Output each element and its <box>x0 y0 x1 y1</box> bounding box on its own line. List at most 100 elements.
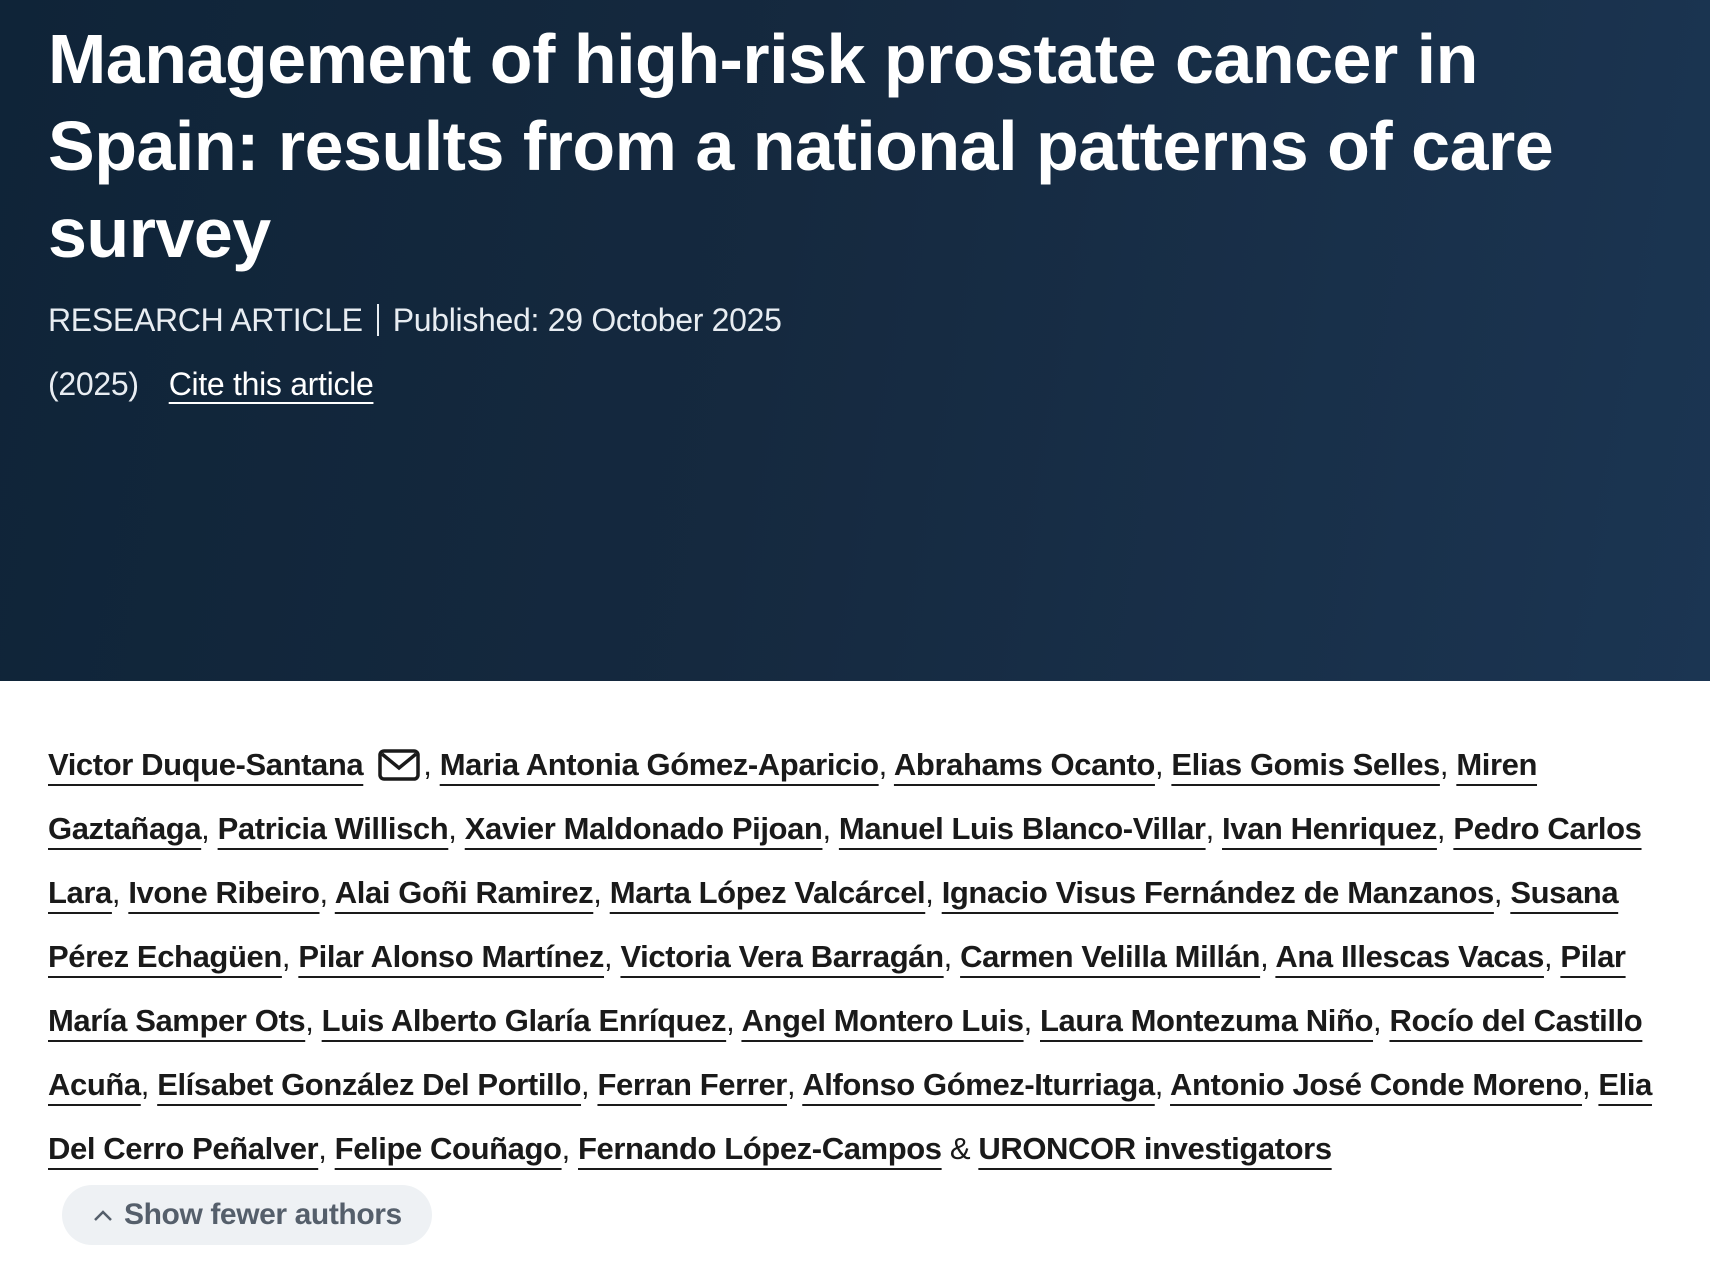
author-link[interactable]: Laura Montezuma Niño <box>1040 1003 1374 1038</box>
author-link[interactable]: Pilar María Samper Ots <box>48 939 1626 1038</box>
separator: , <box>1436 811 1446 846</box>
author-link[interactable]: Ignacio Visus Fernández de Manzanos <box>941 875 1495 910</box>
cite-link[interactable]: Cite this article <box>168 366 374 402</box>
separator: , <box>1493 875 1503 910</box>
separator: , <box>726 1003 735 1038</box>
separator: , <box>1023 1003 1033 1038</box>
author-link[interactable]: Carmen Velilla Millán <box>960 939 1261 974</box>
author-item: Elias Gomis Selles, <box>1171 747 1448 782</box>
author-link[interactable]: Pedro Carlos Lara <box>48 811 1642 910</box>
author-item: Susana Pérez Echagüen, <box>48 875 1619 974</box>
author-link[interactable]: Pilar Alonso Martínez <box>298 939 605 974</box>
article-meta: RESEARCH ARTICLE Published: 29 October 20… <box>48 302 782 339</box>
author-link[interactable]: Abrahams Ocanto <box>893 747 1155 782</box>
author-item: Ana Illescas Vacas, <box>1275 939 1552 974</box>
author-link[interactable]: Miren Gaztañaga <box>48 747 1538 846</box>
author-link[interactable]: Alai Goñi Ramirez <box>334 875 594 910</box>
author-item: Luis Alberto Glaría Enríquez, <box>322 1003 735 1038</box>
author-item: Victor Duque-Santana, <box>48 747 432 783</box>
divider <box>376 304 379 336</box>
separator: , <box>925 875 934 910</box>
author-link[interactable]: Angel Montero Luis <box>741 1003 1024 1038</box>
author-link[interactable]: Antonio José Conde Moreno <box>1170 1067 1582 1102</box>
separator: , <box>604 939 613 974</box>
separator: , <box>1260 939 1269 974</box>
author-item: Pedro Carlos Lara, <box>48 811 1642 910</box>
author-link[interactable]: Ivan Henriquez <box>1222 811 1437 846</box>
separator: , <box>448 811 457 846</box>
author-item: Fernando López-Campos <box>578 1131 942 1166</box>
separator: , <box>1205 811 1215 846</box>
author-link[interactable]: Maria Antonia Gómez-Aparicio <box>439 747 879 782</box>
author-link[interactable]: Felipe Couñago <box>334 1131 562 1166</box>
separator: , <box>1581 1067 1591 1102</box>
email-icon[interactable] <box>377 747 421 783</box>
article-year: (2025) <box>48 366 139 402</box>
author-link[interactable]: Victoria Vera Barragán <box>620 939 944 974</box>
separator: , <box>581 1067 590 1102</box>
author-link[interactable]: Luis Alberto Glaría Enríquez <box>321 1003 727 1038</box>
separator: , <box>305 1003 314 1038</box>
author-item: Elia Del Cerro Peñalver, <box>48 1067 1652 1166</box>
author-link[interactable]: Elísabet González Del Portillo <box>157 1067 582 1102</box>
author-item: Antonio José Conde Moreno, <box>1170 1067 1591 1102</box>
author-item: Pilar María Samper Ots, <box>48 939 1626 1038</box>
author-item: Pilar Alonso Martínez, <box>298 939 612 974</box>
author-item: Ivone Ribeiro, <box>128 875 328 910</box>
author-item: URONCOR investigators <box>978 1131 1332 1166</box>
author-link[interactable]: Alfonso Gómez-Iturriaga <box>802 1067 1155 1102</box>
separator: , <box>943 939 953 974</box>
conjunction: & <box>949 1131 971 1166</box>
author-link[interactable]: Manuel Luis Blanco-Villar <box>838 811 1206 846</box>
author-link[interactable]: Elias Gomis Selles <box>1171 747 1440 782</box>
author-link[interactable]: Patricia Willisch <box>217 811 449 846</box>
toggle-label: Show fewer authors <box>124 1197 402 1231</box>
author-link[interactable]: Ivone Ribeiro <box>128 875 320 910</box>
author-item: Miren Gaztañaga, <box>48 747 1537 846</box>
chevron-up <box>94 1210 112 1221</box>
separator: , <box>1543 939 1553 974</box>
published-date: Published: 29 October 2025 <box>392 302 782 338</box>
author-link[interactable]: Fernando López-Campos <box>578 1131 942 1166</box>
author-item: Marta López Valcárcel, <box>610 875 934 910</box>
author-link[interactable]: Ferran Ferrer <box>597 1067 787 1102</box>
separator: , <box>201 811 210 846</box>
author-item: Manuel Luis Blanco-Villar, <box>839 811 1214 846</box>
author-item: Felipe Couñago, <box>334 1131 571 1166</box>
article-type: RESEARCH ARTICLE <box>48 302 363 338</box>
author-link[interactable]: Elia Del Cerro Peñalver <box>48 1067 1652 1166</box>
author-item: Alfonso Gómez-Iturriaga, <box>802 1067 1163 1102</box>
separator: , <box>281 939 291 974</box>
article-hero: Management of high-risk prostate cancer … <box>0 0 1710 681</box>
separator: , <box>111 875 121 910</box>
author-item: Xavier Maldonado Pijoan, <box>465 811 831 846</box>
author-link[interactable]: Marta López Valcárcel <box>609 875 926 910</box>
separator: , <box>561 1131 571 1166</box>
author-item: Ivan Henriquez, <box>1222 811 1446 846</box>
author-item: Maria Antonia Gómez-Aparicio, <box>439 747 888 782</box>
author-item: Angel Montero Luis, <box>741 1003 1033 1038</box>
author-link[interactable]: Susana Pérez Echagüen <box>48 875 1619 974</box>
author-link[interactable]: URONCOR investigators <box>978 1131 1332 1166</box>
author-link[interactable]: Victor Duque-Santana <box>48 747 364 782</box>
author-item: Abrahams Ocanto, <box>893 747 1164 782</box>
separator: , <box>878 747 888 782</box>
author-item: Alai Goñi Ramirez, <box>335 875 602 910</box>
author-link[interactable]: Ana Illescas Vacas <box>1275 939 1544 974</box>
author-item: Elísabet González Del Portillo, <box>157 1067 589 1102</box>
author-item: Patricia Willisch, <box>218 811 457 846</box>
author-link[interactable]: Xavier Maldonado Pijoan <box>464 811 823 846</box>
author-list: Victor Duque-Santana, Maria Antonia Góme… <box>48 733 1678 1245</box>
separator: , <box>1154 747 1164 782</box>
toggle-authors-button[interactable]: Show fewer authors <box>62 1184 432 1245</box>
author-item: Ferran Ferrer, <box>597 1067 795 1102</box>
separator: , <box>1154 1067 1164 1102</box>
author-item: Rocío del Castillo Acuña, <box>48 1003 1643 1102</box>
author-link[interactable]: Rocío del Castillo Acuña <box>48 1003 1643 1102</box>
author-item: Ignacio Visus Fernández de Manzanos, <box>941 875 1503 910</box>
author-item: Laura Montezuma Niño, <box>1040 1003 1382 1038</box>
separator: , <box>1373 1003 1382 1038</box>
separator: , <box>140 1067 150 1102</box>
